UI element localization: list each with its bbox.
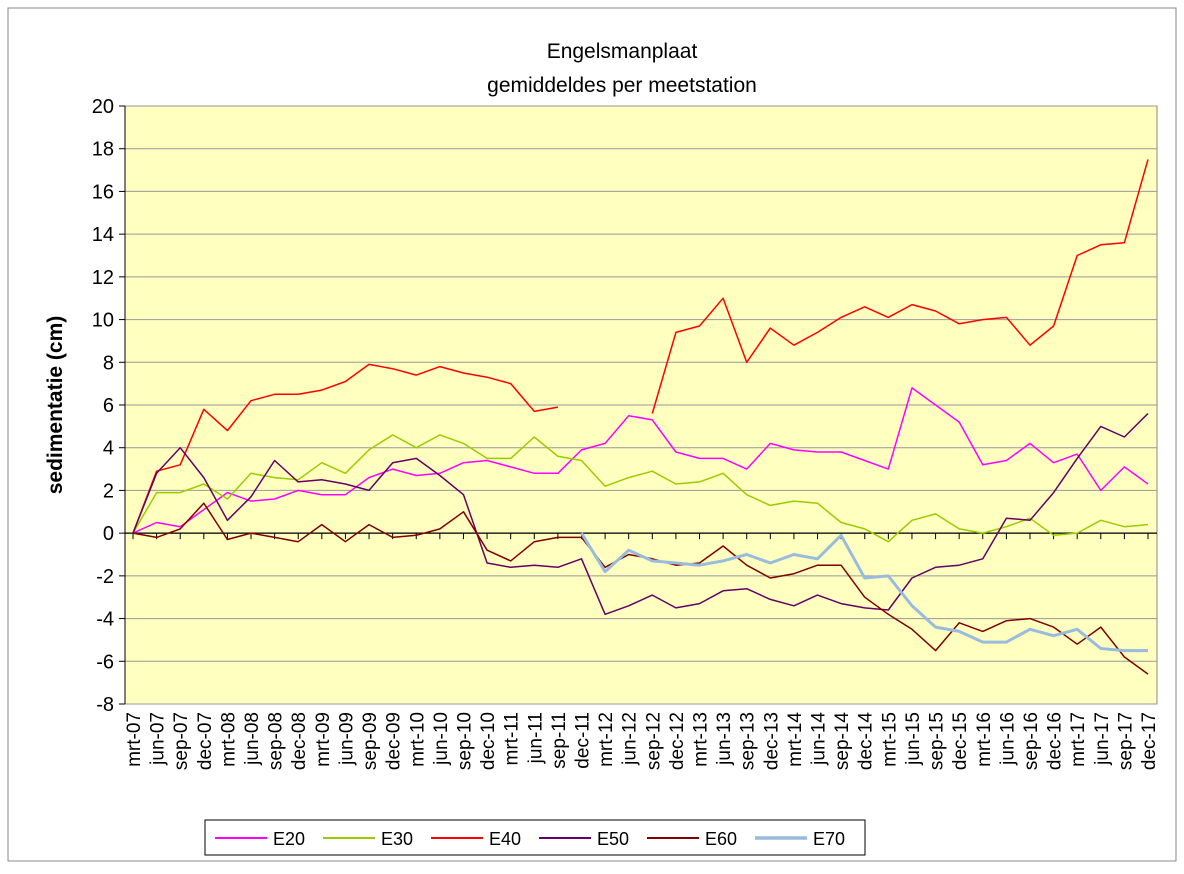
y-tick-label: 18	[92, 139, 114, 161]
series-line	[132, 387, 1149, 534]
y-tick-label: 20	[92, 96, 114, 118]
y-axis-label: sedimentatie (cm)	[44, 316, 67, 495]
x-tick-label: sep-13	[738, 712, 759, 770]
x-tick-label: mrt-17	[1068, 712, 1089, 767]
y-tick-label: 0	[103, 523, 114, 545]
x-tick-label: jun-15	[903, 712, 924, 766]
x-tick-label: sep-07	[171, 712, 192, 770]
y-tick-label: -8	[96, 694, 114, 716]
x-tick-label: mrt-16	[974, 712, 995, 767]
x-tick-label: sep-10	[454, 712, 475, 770]
x-tick-label: sep-08	[266, 712, 287, 770]
y-tick-label: -2	[96, 566, 114, 588]
x-tick-label: sep-12	[643, 712, 664, 770]
x-tick-label: mrt-08	[218, 712, 239, 767]
legend-label: E20	[273, 829, 305, 849]
x-tick-label: mrt-11	[502, 712, 523, 765]
x-tick-label: mrt-07	[124, 712, 145, 767]
x-tick-label: mrt-15	[879, 712, 900, 767]
y-tick-label: 6	[103, 395, 114, 417]
x-tick-label: jun-13	[714, 712, 735, 766]
y-tick-label: 14	[92, 224, 114, 246]
x-tick-label: jun-12	[620, 712, 641, 766]
x-tick-label: sep-17	[1115, 712, 1136, 770]
x-tick-label: mrt-09	[313, 712, 334, 767]
x-tick-label: jun-10	[431, 712, 452, 766]
chart-title: Engelsmanplaat	[547, 40, 698, 63]
series-line	[580, 532, 1148, 653]
series-line	[132, 412, 1149, 616]
legend-label: E60	[705, 829, 737, 849]
series-line	[132, 434, 1149, 543]
y-tick-label: -4	[96, 609, 114, 631]
x-tick-label: mrt-10	[407, 712, 428, 767]
x-tick-label: dec-08	[289, 712, 310, 770]
x-tick-label: dec-15	[950, 712, 971, 770]
x-tick-label: dec-10	[478, 712, 499, 770]
legend-label: E40	[489, 829, 521, 849]
chart-subtitle: gemiddeldes per meetstation	[487, 74, 757, 97]
y-tick-label: 2	[103, 480, 114, 502]
x-tick-label: jun-09	[336, 712, 357, 766]
x-tick-label: dec-17	[1139, 712, 1160, 770]
x-tick-label: jun-16	[997, 712, 1018, 766]
legend-label: E30	[381, 829, 413, 849]
x-tick-label: dec-12	[667, 712, 688, 770]
x-tick-label: mrt-12	[596, 712, 617, 767]
x-tick-label: sep-14	[832, 712, 853, 771]
x-tick-label: jun-11	[525, 712, 546, 764]
y-tick-label: 12	[92, 267, 114, 289]
legend-label: E50	[597, 829, 629, 849]
y-tick-label: -6	[96, 651, 114, 673]
x-tick-label: dec-16	[1045, 712, 1066, 770]
y-tick-label: 8	[103, 352, 114, 374]
x-tick-label: sep-15	[927, 712, 948, 770]
x-tick-label: dec-11	[572, 712, 593, 769]
legend-label: E70	[813, 829, 845, 849]
x-tick-label: sep-09	[360, 712, 381, 770]
y-tick-label: 10	[92, 310, 114, 332]
x-tick-label: mrt-13	[691, 712, 712, 767]
x-tick-label: jun-08	[242, 712, 263, 766]
y-tick-label: 4	[103, 438, 114, 460]
x-tick-label: dec-09	[384, 712, 405, 770]
x-tick-label: dec-14	[856, 712, 877, 771]
y-tick-label: 16	[92, 181, 114, 203]
x-tick-label: jun-17	[1092, 712, 1113, 766]
x-tick-label: jun-14	[809, 712, 830, 766]
x-tick-label: dec-07	[195, 712, 216, 770]
series-line	[132, 159, 1149, 534]
x-tick-label: sep-16	[1021, 712, 1042, 770]
x-tick-label: dec-13	[761, 712, 782, 770]
x-tick-label: jun-07	[148, 712, 169, 766]
x-tick-label: mrt-14	[785, 712, 806, 767]
x-tick-label: sep-11	[549, 712, 570, 769]
